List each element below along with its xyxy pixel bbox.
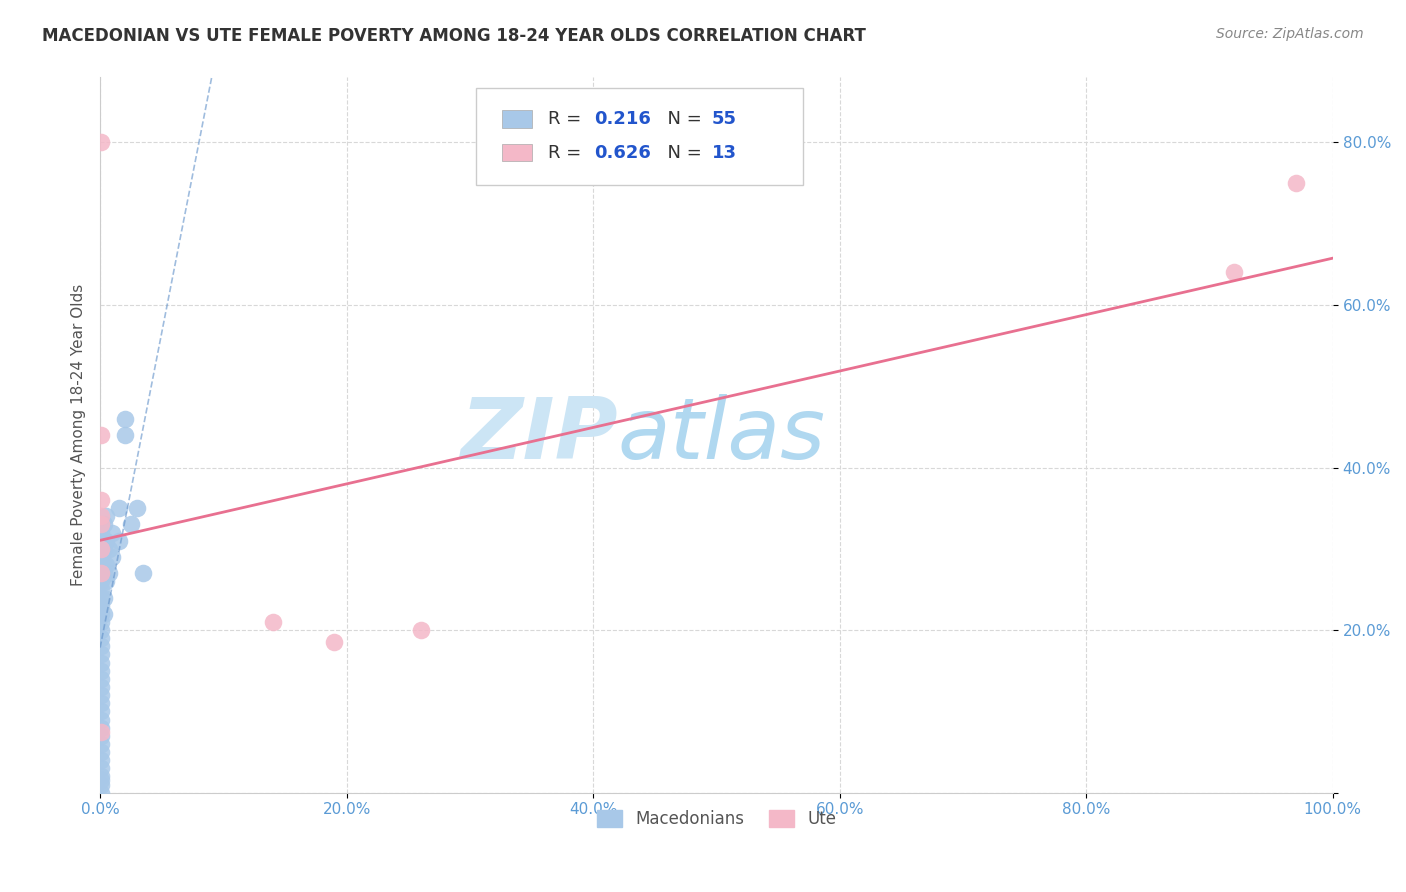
Point bbox=[90, 753, 112, 767]
Point bbox=[90, 656, 112, 670]
Point bbox=[90, 607, 112, 621]
Point bbox=[90, 672, 112, 686]
Point bbox=[107, 533, 129, 548]
Point bbox=[1285, 176, 1308, 190]
Text: R =: R = bbox=[547, 144, 586, 161]
Point bbox=[90, 591, 112, 605]
Point bbox=[90, 533, 112, 548]
Point bbox=[90, 721, 112, 735]
Point bbox=[90, 648, 112, 662]
FancyBboxPatch shape bbox=[502, 144, 531, 161]
Point bbox=[90, 428, 112, 442]
Point bbox=[90, 640, 112, 654]
Point bbox=[90, 664, 112, 678]
Text: MACEDONIAN VS UTE FEMALE POVERTY AMONG 18-24 YEAR OLDS CORRELATION CHART: MACEDONIAN VS UTE FEMALE POVERTY AMONG 1… bbox=[42, 27, 866, 45]
Point bbox=[90, 549, 112, 564]
Point bbox=[90, 769, 112, 783]
Point bbox=[96, 574, 118, 589]
Point bbox=[96, 533, 118, 548]
Point bbox=[1223, 265, 1246, 279]
Text: 55: 55 bbox=[711, 110, 737, 128]
Point bbox=[90, 745, 112, 759]
Point bbox=[90, 566, 112, 581]
Point bbox=[90, 517, 112, 532]
Point bbox=[93, 591, 115, 605]
Point bbox=[93, 607, 115, 621]
Point bbox=[90, 599, 112, 613]
Point bbox=[97, 541, 120, 556]
Point bbox=[97, 566, 120, 581]
Point bbox=[90, 696, 112, 710]
Point bbox=[96, 558, 118, 573]
Point bbox=[90, 786, 112, 800]
Point bbox=[90, 558, 112, 573]
Point bbox=[90, 632, 112, 646]
Text: ZIP: ZIP bbox=[460, 393, 617, 476]
Point bbox=[90, 566, 112, 581]
Text: atlas: atlas bbox=[617, 393, 825, 476]
Point bbox=[90, 574, 112, 589]
Point bbox=[90, 136, 112, 150]
Point bbox=[262, 615, 284, 629]
Point bbox=[90, 778, 112, 792]
Point bbox=[90, 623, 112, 637]
Point bbox=[93, 566, 115, 581]
Point bbox=[90, 737, 112, 751]
Point bbox=[90, 541, 112, 556]
Point bbox=[90, 688, 112, 702]
Point bbox=[127, 501, 149, 516]
Point bbox=[114, 411, 136, 425]
Text: 0.626: 0.626 bbox=[595, 144, 651, 161]
Point bbox=[409, 623, 432, 637]
Text: R =: R = bbox=[547, 110, 586, 128]
Point bbox=[90, 761, 112, 775]
FancyBboxPatch shape bbox=[502, 111, 531, 128]
Point bbox=[90, 773, 112, 788]
Point bbox=[90, 517, 112, 532]
Point bbox=[101, 525, 124, 540]
Point bbox=[90, 729, 112, 743]
Point bbox=[90, 525, 112, 540]
Point bbox=[90, 724, 112, 739]
Point bbox=[90, 582, 112, 597]
Text: N =: N = bbox=[657, 144, 707, 161]
Text: 13: 13 bbox=[711, 144, 737, 161]
Text: N =: N = bbox=[657, 110, 707, 128]
Point bbox=[90, 493, 112, 508]
Point bbox=[120, 517, 142, 532]
Point bbox=[93, 541, 115, 556]
Point bbox=[107, 501, 129, 516]
Point bbox=[90, 509, 112, 524]
Point bbox=[114, 428, 136, 442]
Point bbox=[90, 541, 112, 556]
Text: Source: ZipAtlas.com: Source: ZipAtlas.com bbox=[1216, 27, 1364, 41]
Point bbox=[90, 713, 112, 727]
FancyBboxPatch shape bbox=[477, 88, 803, 185]
Point bbox=[90, 705, 112, 719]
Point bbox=[90, 615, 112, 629]
Point bbox=[323, 635, 346, 649]
Point bbox=[101, 549, 124, 564]
Point bbox=[132, 566, 155, 581]
Y-axis label: Female Poverty Among 18-24 Year Olds: Female Poverty Among 18-24 Year Olds bbox=[72, 284, 86, 586]
Point bbox=[90, 680, 112, 694]
Legend: Macedonians, Ute: Macedonians, Ute bbox=[591, 803, 844, 834]
Text: 0.216: 0.216 bbox=[595, 110, 651, 128]
Point bbox=[93, 517, 115, 532]
Point bbox=[96, 509, 118, 524]
